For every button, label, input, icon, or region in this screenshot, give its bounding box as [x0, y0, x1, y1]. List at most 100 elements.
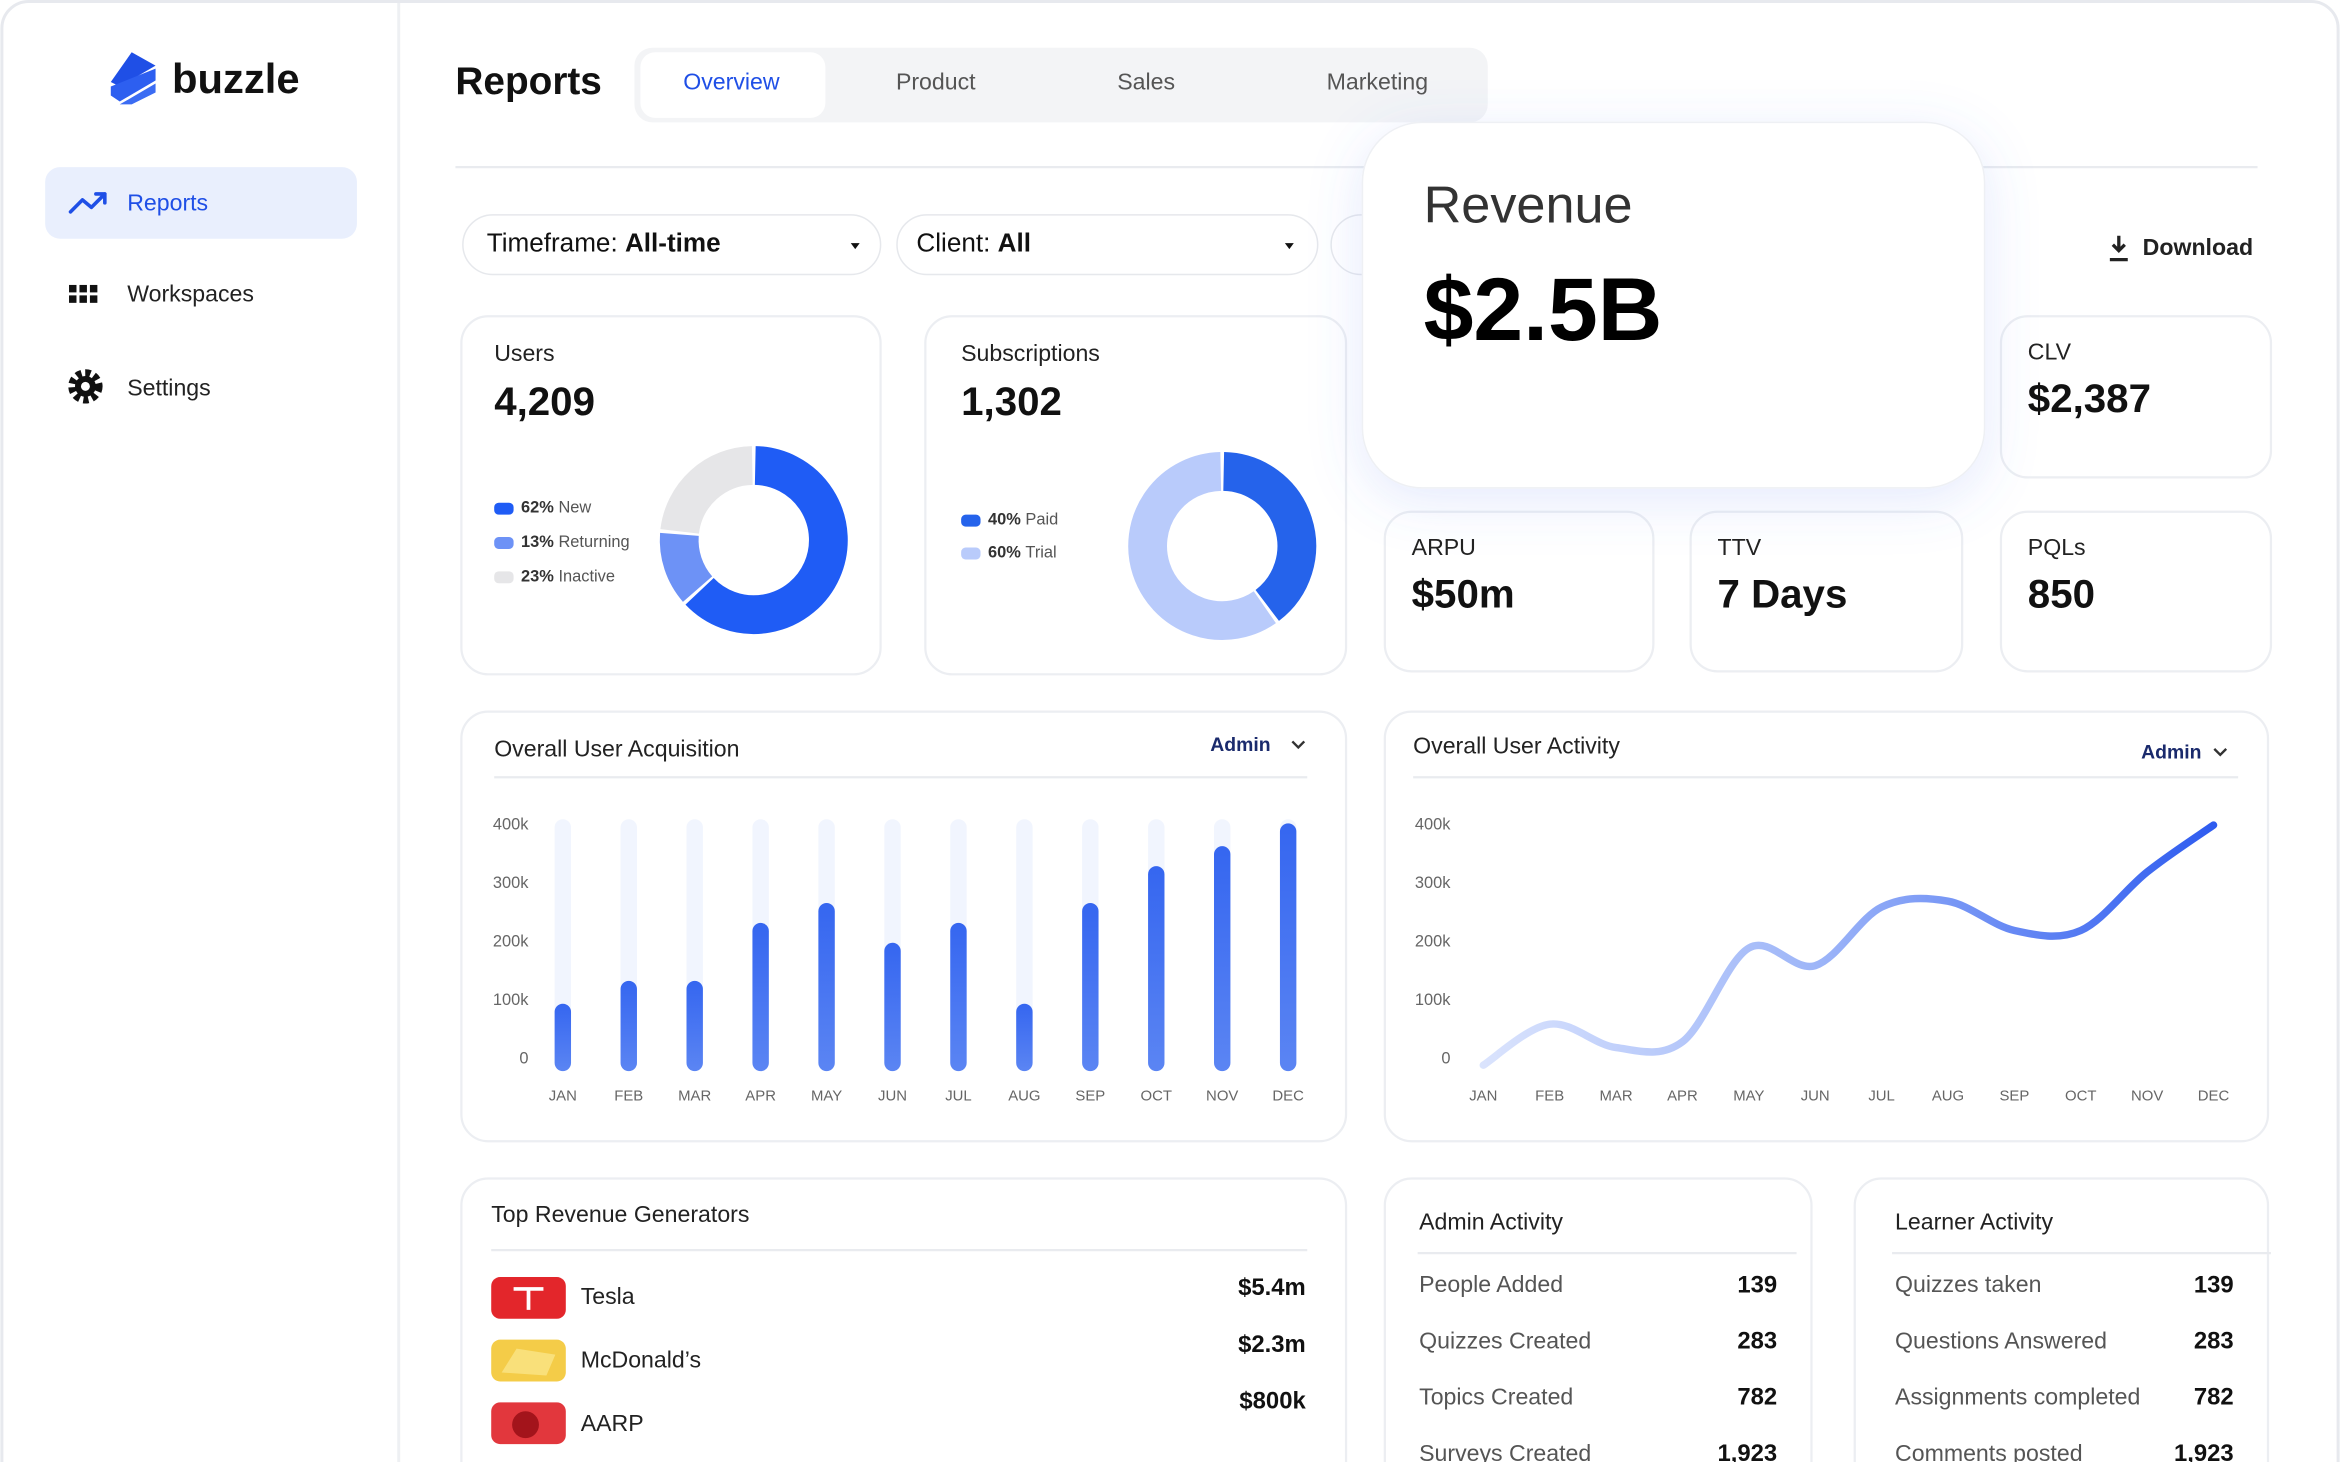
metric-title: TTV: [1718, 534, 1762, 560]
company-value: $2.3m: [1238, 1331, 1306, 1358]
row-label: Questions Answered: [1895, 1327, 2107, 1353]
card-value: 4,209: [494, 379, 595, 424]
row-label: Surveys Created: [1419, 1440, 1591, 1462]
filter-client[interactable]: [896, 214, 1319, 276]
y-tick-label: 0: [1441, 1050, 1450, 1068]
bar: [1148, 866, 1165, 1072]
download[interactable]: Download: [2143, 234, 2253, 260]
metric-title: ARPU: [1412, 534, 1476, 560]
row-label: People Added: [1419, 1271, 1563, 1297]
mcdonalds-mark: [501, 1348, 556, 1376]
nav-item[interactable]: Reports: [127, 189, 208, 215]
x-tick-label: MAY: [811, 1088, 842, 1104]
logos: [491, 1277, 566, 1445]
row-value: 782: [1737, 1384, 1777, 1411]
tab-active[interactable]: [640, 52, 826, 118]
x-tick-label: SEP: [1999, 1088, 2029, 1104]
y-tick-label: 300k: [493, 874, 529, 892]
metric-value: $50m: [1412, 571, 1515, 616]
nav-item[interactable]: Workspaces: [127, 280, 254, 306]
x-tick-label: OCT: [1141, 1088, 1172, 1104]
reports-icon: [68, 192, 107, 214]
settings-icon: [68, 369, 103, 404]
chart-filter[interactable]: Admin: [2141, 742, 2201, 764]
metric-title: PQLs: [2028, 534, 2086, 560]
card-value: 1,302: [961, 379, 1062, 424]
card-activity: [1383, 710, 2270, 1143]
donut-segment: [1222, 452, 1317, 621]
bar: [1214, 846, 1231, 1072]
legend-item: 23% Inactive: [521, 568, 615, 586]
row-value: 283: [2194, 1328, 2234, 1355]
tab-bar: [634, 47, 1488, 123]
bar: [620, 980, 637, 1072]
legend-swatch: [494, 502, 514, 515]
table-title: Learner Activity: [1895, 1208, 2053, 1234]
company-value: $800k: [1239, 1388, 1306, 1415]
tab[interactable]: Overview: [683, 69, 780, 95]
x-tick-label: SEP: [1075, 1088, 1105, 1104]
y-tick-label: 300k: [1415, 874, 1451, 892]
card-arpu: [1383, 510, 1655, 673]
legend-value: 40%: [988, 511, 1021, 529]
tesla-mark: [513, 1287, 544, 1310]
row-value: 1,923: [2174, 1440, 2234, 1462]
chevron: [2213, 748, 2228, 757]
legend-item: 13% Returning: [521, 533, 630, 551]
legend-name: Returning: [558, 533, 629, 551]
legend-name: New: [558, 499, 591, 517]
x-tick-label: DEC: [2198, 1088, 2230, 1104]
metric-value: 850: [2028, 571, 2095, 616]
company-name: AARP: [581, 1410, 644, 1436]
x-tick-label: DEC: [1272, 1088, 1304, 1104]
metric-title: CLV: [2028, 339, 2072, 365]
bar: [752, 922, 769, 1072]
x-tick-label: JUL: [945, 1088, 972, 1104]
x-tick-label: MAR: [1599, 1088, 1632, 1104]
x-tick-label: NOV: [1206, 1088, 1238, 1104]
card-subscriptions: [924, 315, 1348, 676]
x-tick-label: FEB: [614, 1088, 643, 1104]
tab[interactable]: Sales: [1117, 69, 1175, 95]
x-tick-label: APR: [1667, 1088, 1698, 1104]
x-tick-label: JUN: [1801, 1088, 1830, 1104]
bar: [950, 922, 967, 1072]
y-tick-label: 0: [519, 1050, 528, 1068]
x-tick-label: NOV: [2131, 1088, 2163, 1104]
chart-filter[interactable]: Admin: [1210, 734, 1270, 756]
filter-timeframe[interactable]: [462, 214, 882, 276]
tab[interactable]: Product: [896, 69, 976, 95]
aarp-mark: [512, 1411, 539, 1439]
bar: [554, 1003, 572, 1072]
legend-swatch: [961, 547, 981, 560]
chart-title: Overall User Activity: [1413, 733, 1620, 759]
filter-value: All: [998, 228, 1031, 258]
chevron: [1291, 740, 1306, 750]
filter-label: Timeframe:: [487, 228, 618, 258]
donut-segment: [659, 532, 713, 602]
row-label: Assignments completed: [1895, 1384, 2140, 1410]
x-tick-label: AUG: [1008, 1088, 1040, 1104]
filter-label: Client:: [916, 228, 990, 258]
y-tick-label: 200k: [493, 932, 529, 950]
nav-active[interactable]: [45, 167, 357, 239]
y-tick-label: 400k: [493, 815, 529, 833]
x-tick-label: JUL: [1868, 1088, 1895, 1104]
x-tick-label: MAY: [1733, 1088, 1764, 1104]
row-label: Quizzes taken: [1895, 1271, 2041, 1297]
company-value: $5.4m: [1238, 1274, 1306, 1301]
bar: [1082, 902, 1099, 1072]
y-tick-label: 200k: [1415, 932, 1451, 950]
row-label: Quizzes Created: [1419, 1327, 1591, 1353]
row-value: 1,923: [1717, 1440, 1777, 1462]
legend-swatch: [494, 537, 514, 549]
nav-item[interactable]: Settings: [127, 374, 211, 400]
download-icon: [2109, 235, 2128, 262]
x-tick-label: JUN: [878, 1088, 907, 1104]
card-ttv: [1689, 510, 1964, 673]
legend-value: 23%: [521, 568, 554, 586]
card-pqls: [1999, 510, 2273, 673]
tab[interactable]: Marketing: [1327, 69, 1428, 95]
x-tick-label: AUG: [1932, 1088, 1964, 1104]
filter-text: Timeframe: All-time: [487, 228, 721, 258]
